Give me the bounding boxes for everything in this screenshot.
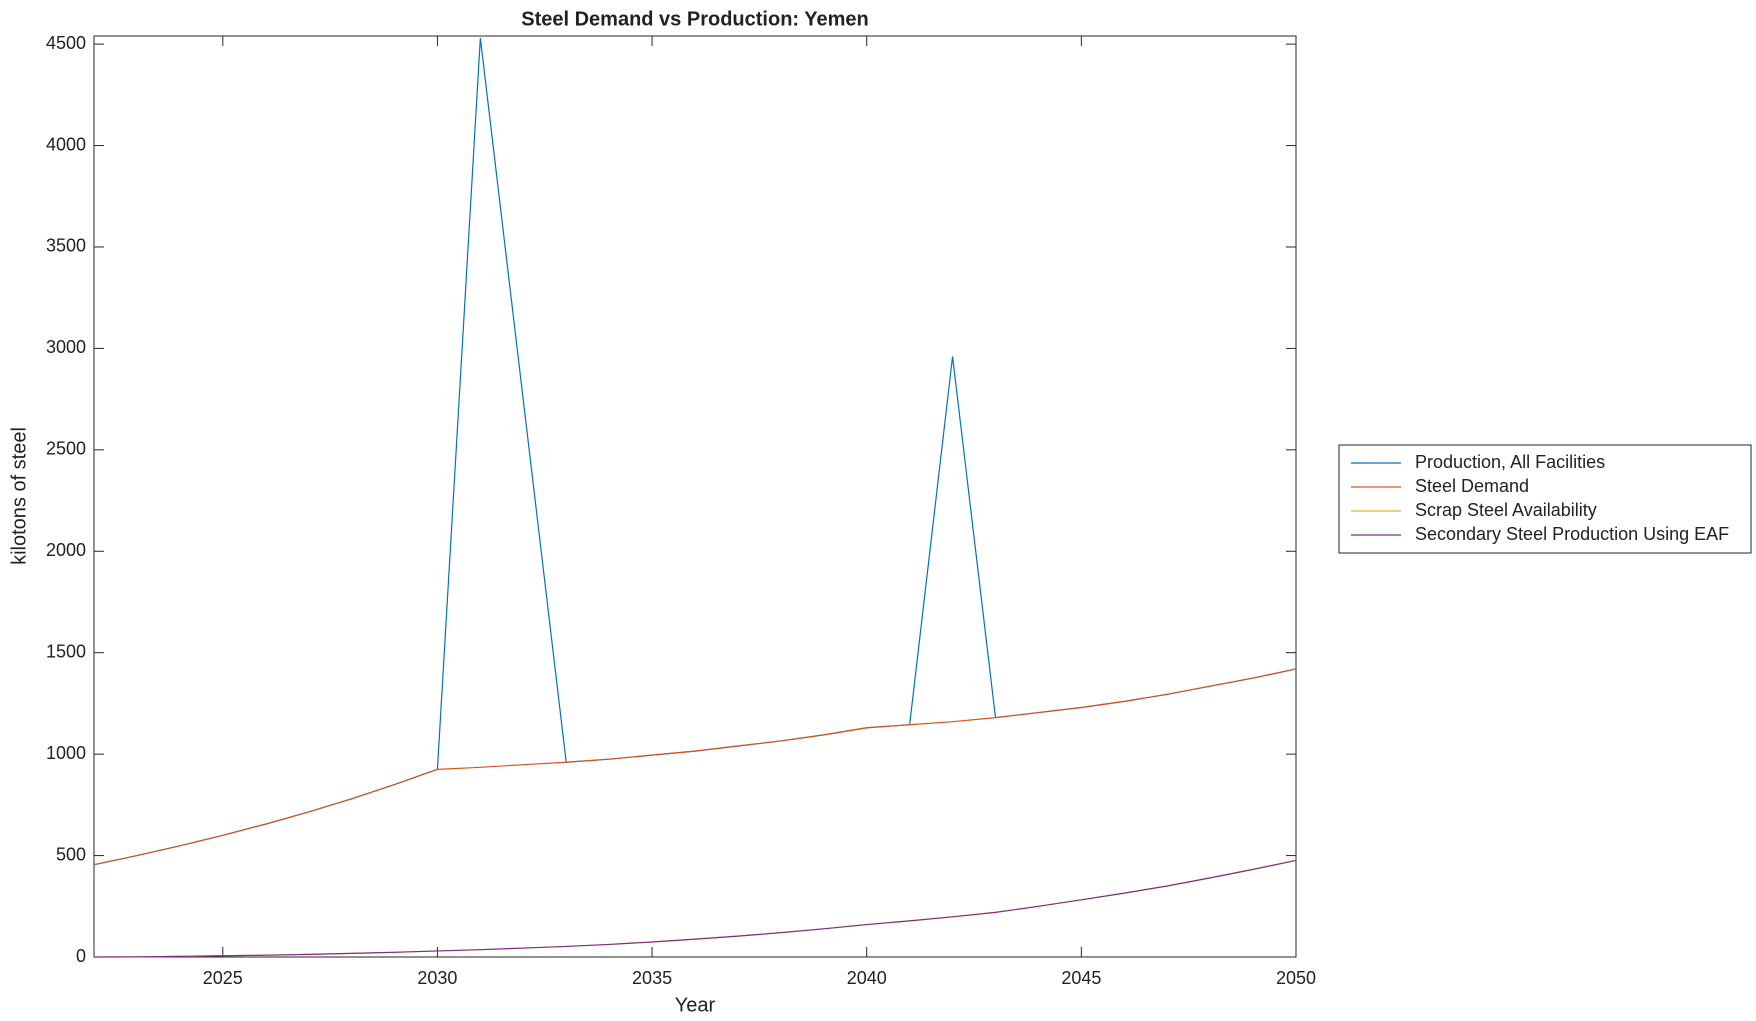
y-tick-label: 1500 (46, 641, 86, 661)
legend-label: Scrap Steel Availability (1415, 500, 1597, 520)
series-line (93, 859, 1297, 958)
x-tick-label: 2040 (847, 968, 887, 988)
chart-title: Steel Demand vs Production: Yemen (521, 8, 869, 30)
x-tick-label: 2030 (417, 968, 457, 988)
x-tick-label: 2050 (1276, 968, 1316, 988)
y-tick-label: 1000 (46, 743, 86, 763)
x-tick-label: 2025 (203, 968, 243, 988)
legend-label: Production, All Facilities (1415, 452, 1605, 472)
y-tick-label: 2500 (46, 439, 86, 459)
x-tick-label: 2035 (632, 968, 672, 988)
legend-label: Secondary Steel Production Using EAF (1415, 524, 1729, 544)
series-line (93, 668, 1297, 866)
y-tick-label: 500 (56, 844, 86, 864)
legend-box (1338, 444, 1752, 554)
y-tick-label: 3000 (46, 337, 86, 357)
y-axis-label: kilotons of steel (8, 427, 30, 565)
y-tick-label: 4500 (46, 33, 86, 53)
y-tick-label: 4000 (46, 134, 86, 154)
plot-area (93, 35, 1297, 958)
y-tick-label: 2000 (46, 540, 86, 560)
x-tick-label: 2045 (1061, 968, 1101, 988)
x-axis-label: Year (675, 994, 716, 1016)
legend-label: Steel Demand (1415, 476, 1529, 496)
y-tick-label: 3500 (46, 236, 86, 256)
y-tick-label: 0 (76, 946, 86, 966)
